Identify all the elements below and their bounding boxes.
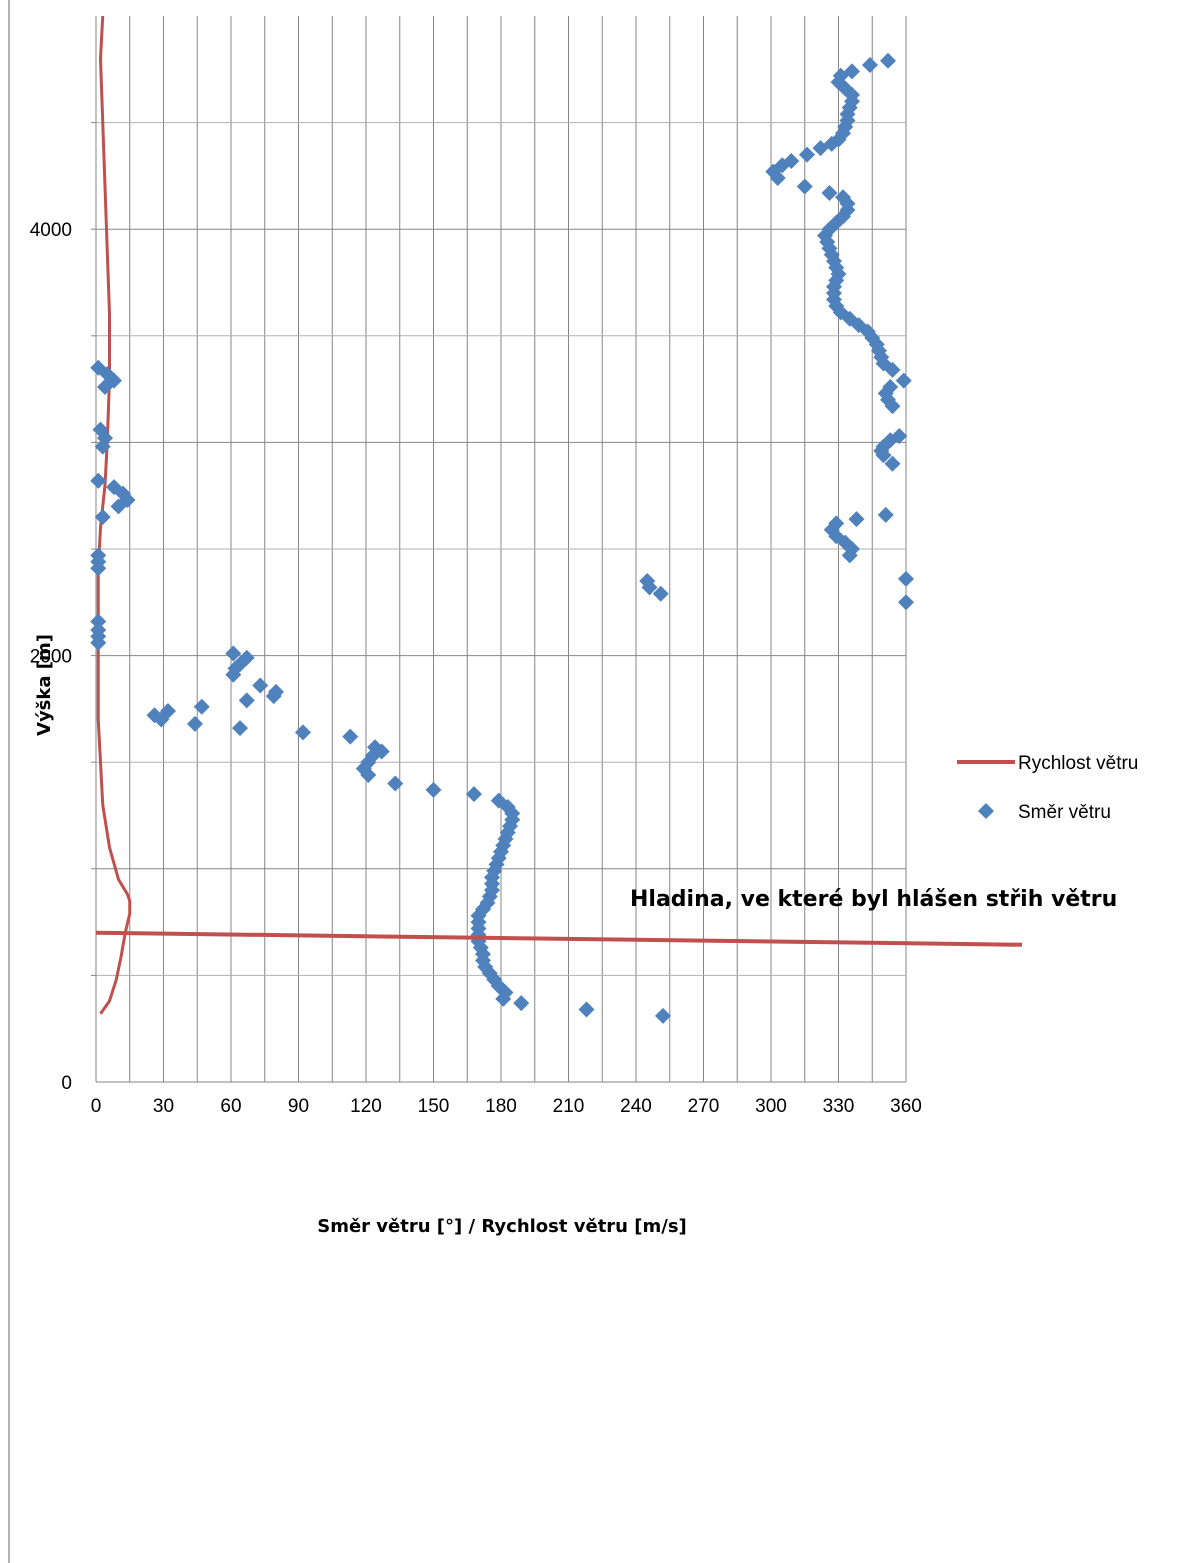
direction-point	[513, 995, 530, 1012]
x-tick-label: 330	[823, 1096, 855, 1117]
direction-point	[884, 455, 901, 472]
direction-point	[225, 645, 242, 662]
direction-point	[835, 125, 851, 142]
legend-label-direction: Směr větru	[1018, 802, 1111, 823]
direction-point	[880, 52, 896, 69]
annotation-layer: Hladina, ve které byl hlášen střih větru	[95, 887, 1117, 947]
direction-point	[295, 724, 311, 741]
direction-point	[877, 506, 894, 523]
x-tick-label: 270	[688, 1096, 720, 1117]
direction-point	[238, 692, 255, 709]
direction-point	[891, 428, 908, 445]
x-axis-tick-labels: 0 30 60 90 120 150 180 210 240 270 300 330 360	[91, 1096, 922, 1117]
direction-point	[90, 547, 107, 564]
direction-point	[387, 775, 404, 792]
direction-point	[94, 509, 111, 526]
direction-point	[268, 683, 284, 700]
legend-diamond-swatch	[978, 803, 994, 819]
direction-point	[783, 152, 800, 169]
x-tick-label: 210	[553, 1096, 585, 1117]
direction-point	[367, 739, 383, 756]
legend: Rychlost větru Směr větru	[957, 753, 1138, 823]
direction-point	[848, 511, 865, 528]
direction-point	[92, 421, 109, 438]
direction-point	[844, 63, 860, 80]
direction-point	[862, 57, 878, 74]
wind-shear-annotation: Hladina, ve které byl hlášen střih větru	[630, 887, 1117, 912]
speed-series-line	[96, 15, 132, 1015]
x-tick-label: 90	[288, 1096, 309, 1117]
direction-point	[655, 1007, 671, 1024]
legend-label-speed: Rychlost větru	[1018, 753, 1138, 774]
direction-point	[799, 146, 815, 163]
y-axis-tick-labels: 0 2000 4000	[30, 220, 72, 1094]
direction-point	[90, 359, 107, 376]
x-tick-label: 60	[220, 1096, 241, 1117]
y-tick-label: 4000	[30, 220, 72, 241]
direction-point	[193, 698, 210, 715]
direction-point	[639, 572, 656, 589]
x-tick-label: 150	[418, 1096, 450, 1117]
direction-point	[898, 570, 914, 587]
y-tick-label: 2000	[30, 647, 72, 668]
direction-point	[835, 189, 851, 206]
direction-point	[146, 707, 163, 724]
direction-point	[578, 1001, 595, 1018]
x-tick-label: 360	[890, 1096, 922, 1117]
direction-point	[425, 781, 442, 798]
direction-point	[160, 703, 176, 720]
direction-point	[90, 622, 107, 639]
direction-point	[895, 372, 912, 389]
direction-point	[828, 515, 845, 532]
x-tick-label: 0	[91, 1096, 102, 1117]
direction-point	[342, 728, 359, 745]
direction-point	[106, 479, 122, 496]
x-tick-label: 120	[350, 1096, 382, 1117]
direction-point	[90, 472, 107, 489]
gridlines	[8, 0, 907, 1563]
y-axis-title: Výška [m]	[34, 634, 55, 736]
direction-point	[252, 677, 269, 694]
x-tick-label: 300	[755, 1096, 787, 1117]
direction-point	[796, 178, 813, 195]
direction-point	[466, 786, 482, 803]
direction-point	[882, 378, 899, 395]
direction-point	[232, 720, 248, 737]
y-tick-label: 0	[61, 1073, 72, 1094]
direction-point	[821, 184, 838, 201]
direction-point	[898, 594, 914, 611]
direction-point	[238, 649, 255, 666]
x-tick-label: 30	[153, 1096, 174, 1117]
wind-shear-line	[95, 930, 1023, 947]
series-layer	[90, 15, 914, 1024]
x-tick-label: 240	[620, 1096, 652, 1117]
direction-point	[490, 792, 507, 809]
x-axis-title: Směr větru [°] / Rychlost větru [m/s]	[317, 1216, 687, 1237]
x-tick-label: 180	[485, 1096, 517, 1117]
direction-point	[90, 613, 107, 630]
direction-point	[187, 715, 203, 732]
direction-point	[652, 585, 669, 602]
